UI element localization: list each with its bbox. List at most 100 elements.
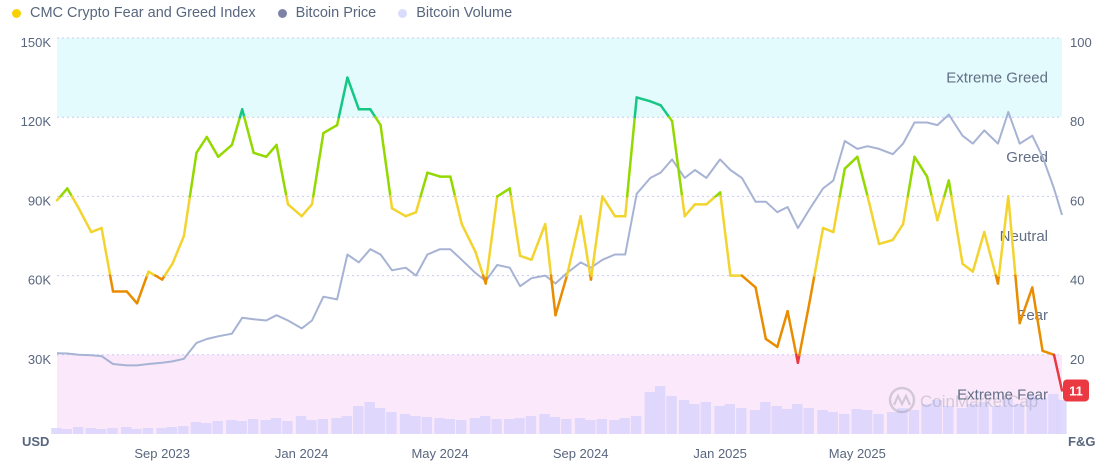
volume-bar — [1002, 399, 1013, 434]
right-axis-unit: F&G — [1068, 434, 1095, 449]
bitcoin-price-line — [56, 110, 1063, 367]
fear-greed-line-segment — [579, 214, 592, 277]
fear-greed-line-segment — [300, 203, 314, 218]
fear-greed-line-segment — [554, 274, 569, 317]
x-axis-tick: May 2024 — [411, 446, 468, 461]
fear-greed-line-segment — [1014, 274, 1021, 325]
volume-bar — [260, 420, 271, 434]
volume-bar — [142, 428, 154, 434]
fear-greed-line-segment — [310, 195, 315, 206]
volume-bar — [190, 422, 202, 434]
fear-greed-line-segment — [1052, 353, 1064, 392]
fear-greed-line-segment — [891, 222, 905, 242]
fear-greed-line-segment — [285, 195, 290, 206]
fear-greed-line-segment — [205, 135, 220, 159]
legend-item-bitcoin-price[interactable]: Bitcoin Price — [277, 5, 377, 21]
fear-greed-line-segment — [832, 195, 842, 234]
volume-bar — [1026, 396, 1037, 434]
volume-bar — [201, 423, 212, 434]
fear-greed-line-segment — [635, 96, 652, 103]
fear-greed-line-segment — [659, 104, 671, 119]
volume-bar — [51, 428, 62, 434]
fear-greed-line-segment — [171, 234, 186, 265]
fear-greed-line-segment — [821, 226, 835, 234]
fear-greed-line-segment — [163, 262, 174, 277]
volume-bar — [873, 414, 884, 434]
volume-bar — [270, 418, 282, 434]
x-axis-tick: Sep 2023 — [134, 446, 190, 461]
zone-label-greed: Greed — [1006, 149, 1048, 166]
fear-greed-line-segment — [369, 108, 377, 119]
fear-greed-line-segment — [509, 195, 522, 258]
right-axis-tick: 20 — [1070, 352, 1084, 367]
left-axis-unit: USD — [22, 434, 49, 449]
fear-greed-line-segment — [135, 274, 149, 305]
fear-greed-line-segment — [335, 115, 341, 127]
fear-greed-line-segment — [764, 337, 779, 349]
fear-greed-line-segment — [543, 222, 553, 277]
volume-bar — [861, 410, 873, 434]
fear-greed-line-segment — [906, 155, 916, 198]
volume-bar — [956, 408, 968, 434]
fear-greed-line-segment — [601, 195, 617, 218]
legend-item-bitcoin-volume[interactable]: Bitcoin Volume — [398, 5, 512, 21]
volume-bar — [410, 416, 421, 434]
fear-greed-line-segment — [125, 290, 139, 305]
fear-greed-line-segment — [961, 262, 975, 273]
legend-dot-bitcoin-price — [277, 8, 287, 18]
volume-bar — [120, 427, 132, 434]
volume-bar — [503, 419, 515, 434]
fear-greed-line-segment — [188, 151, 198, 198]
legend-label: Bitcoin Price — [295, 5, 377, 21]
fear-greed-line-segment — [796, 353, 801, 364]
volume-bar — [374, 408, 386, 434]
fear-greed-line-segment — [670, 119, 684, 198]
fear-greed-line-segment — [508, 187, 513, 198]
volume-bar — [386, 412, 397, 434]
fear-greed-line-segment — [740, 274, 757, 289]
fear-greed-line-segment — [337, 76, 349, 119]
right-axis-tick: 40 — [1070, 273, 1084, 288]
legend-item-fear-greed[interactable]: CMC Crypto Fear and Greed Index — [12, 5, 256, 21]
fear-greed-line-segment — [808, 274, 816, 305]
fear-greed-line-segment — [66, 187, 74, 198]
volume-bar — [760, 402, 771, 434]
fear-greed-line-segment — [404, 210, 418, 218]
volume-bar — [654, 386, 666, 434]
fear-greed-line-segment — [971, 230, 986, 273]
right-axis-tick: 100 — [1070, 35, 1092, 50]
volume-bar — [967, 404, 978, 434]
volume-bar — [585, 420, 596, 434]
coinmarketcap-watermark: CoinMarketCap — [888, 386, 1038, 414]
volume-bar — [781, 409, 793, 434]
fear-greed-line-segment — [925, 175, 934, 198]
fear-greed-line-segment — [705, 195, 717, 206]
zone-band-extreme-greed — [57, 38, 1062, 118]
volume-bar — [749, 410, 761, 434]
fear-greed-line-segment — [275, 143, 288, 198]
fear-greed-line-segment — [1007, 195, 1017, 277]
fear-greed-line-segment — [623, 195, 629, 218]
volume-bar — [72, 427, 84, 434]
fear-greed-line-segment — [590, 195, 604, 277]
fear-greed-line-segment — [195, 135, 209, 155]
volume-bar — [921, 404, 932, 434]
volume-bar — [943, 406, 954, 434]
volume-bar — [992, 406, 1003, 434]
fear-greed-line-segment — [856, 155, 869, 198]
volume-bar — [364, 402, 375, 434]
fear-greed-line-segment — [154, 274, 164, 281]
x-axis-tick: Jan 2024 — [275, 446, 329, 461]
current-value-badge — [1063, 379, 1089, 402]
volume-bar — [630, 416, 642, 434]
zone-label-neutral: Neutral — [1000, 228, 1048, 245]
fear-greed-line-segment — [90, 226, 103, 234]
fear-greed-line-segment — [649, 100, 662, 107]
current-value-text: 11 — [1069, 383, 1083, 398]
volume-bar — [421, 417, 433, 434]
volume-bar — [714, 406, 725, 434]
volume-bar — [908, 410, 920, 434]
volume-bar — [295, 416, 307, 434]
fear-greed-line-segment — [322, 123, 339, 135]
fear-greed-line-segment — [70, 195, 80, 210]
